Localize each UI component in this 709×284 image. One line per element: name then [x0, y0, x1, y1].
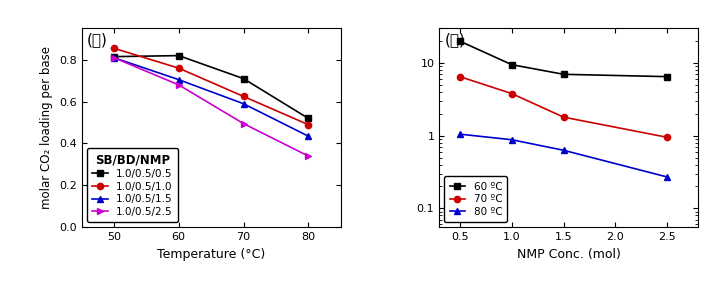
Legend: 60 ºC, 70 ºC, 80 ºC: 60 ºC, 70 ºC, 80 ºC — [445, 176, 508, 222]
70 ºC — [663, 136, 671, 139]
1.0/0.5/1.0 — [304, 123, 313, 126]
Line: 1.0/0.5/0.5: 1.0/0.5/0.5 — [111, 53, 311, 122]
Line: 1.0/0.5/1.5: 1.0/0.5/1.5 — [111, 55, 311, 139]
1.0/0.5/1.0 — [174, 66, 183, 70]
1.0/0.5/0.5 — [304, 117, 313, 120]
Legend: 1.0/0.5/0.5, 1.0/0.5/1.0, 1.0/0.5/1.5, 1.0/0.5/2.5: 1.0/0.5/0.5, 1.0/0.5/1.0, 1.0/0.5/1.5, 1… — [86, 148, 178, 222]
1.0/0.5/1.5 — [174, 78, 183, 82]
1.0/0.5/1.0 — [239, 95, 247, 98]
70 ºC — [559, 116, 568, 119]
1.0/0.5/1.0 — [110, 47, 118, 50]
80 ºC — [559, 149, 568, 152]
70 ºC — [508, 92, 516, 95]
Line: 80 ºC: 80 ºC — [457, 131, 671, 180]
1.0/0.5/1.5 — [110, 56, 118, 59]
1.0/0.5/2.5 — [110, 56, 118, 59]
Text: (나): (나) — [445, 32, 465, 47]
Line: 1.0/0.5/1.0: 1.0/0.5/1.0 — [111, 45, 311, 128]
60 ºC — [508, 63, 516, 66]
80 ºC — [456, 132, 464, 136]
X-axis label: NMP Conc. (mol): NMP Conc. (mol) — [517, 248, 620, 261]
1.0/0.5/1.5 — [304, 134, 313, 138]
1.0/0.5/0.5 — [110, 55, 118, 58]
70 ºC — [456, 75, 464, 78]
1.0/0.5/2.5 — [304, 154, 313, 158]
80 ºC — [663, 175, 671, 179]
Text: (가): (가) — [86, 32, 108, 47]
X-axis label: Temperature (°C): Temperature (°C) — [157, 248, 265, 261]
Y-axis label: molar CO₂ loading per base: molar CO₂ loading per base — [40, 46, 53, 209]
80 ºC — [508, 138, 516, 141]
1.0/0.5/2.5 — [174, 83, 183, 87]
1.0/0.5/0.5 — [174, 54, 183, 57]
Line: 1.0/0.5/2.5: 1.0/0.5/2.5 — [111, 55, 311, 159]
Line: 70 ºC: 70 ºC — [457, 74, 671, 141]
1.0/0.5/1.5 — [239, 102, 247, 105]
60 ºC — [456, 39, 464, 43]
Line: 60 ºC: 60 ºC — [457, 38, 671, 80]
1.0/0.5/2.5 — [239, 122, 247, 125]
60 ºC — [559, 73, 568, 76]
60 ºC — [663, 75, 671, 78]
1.0/0.5/0.5 — [239, 77, 247, 80]
